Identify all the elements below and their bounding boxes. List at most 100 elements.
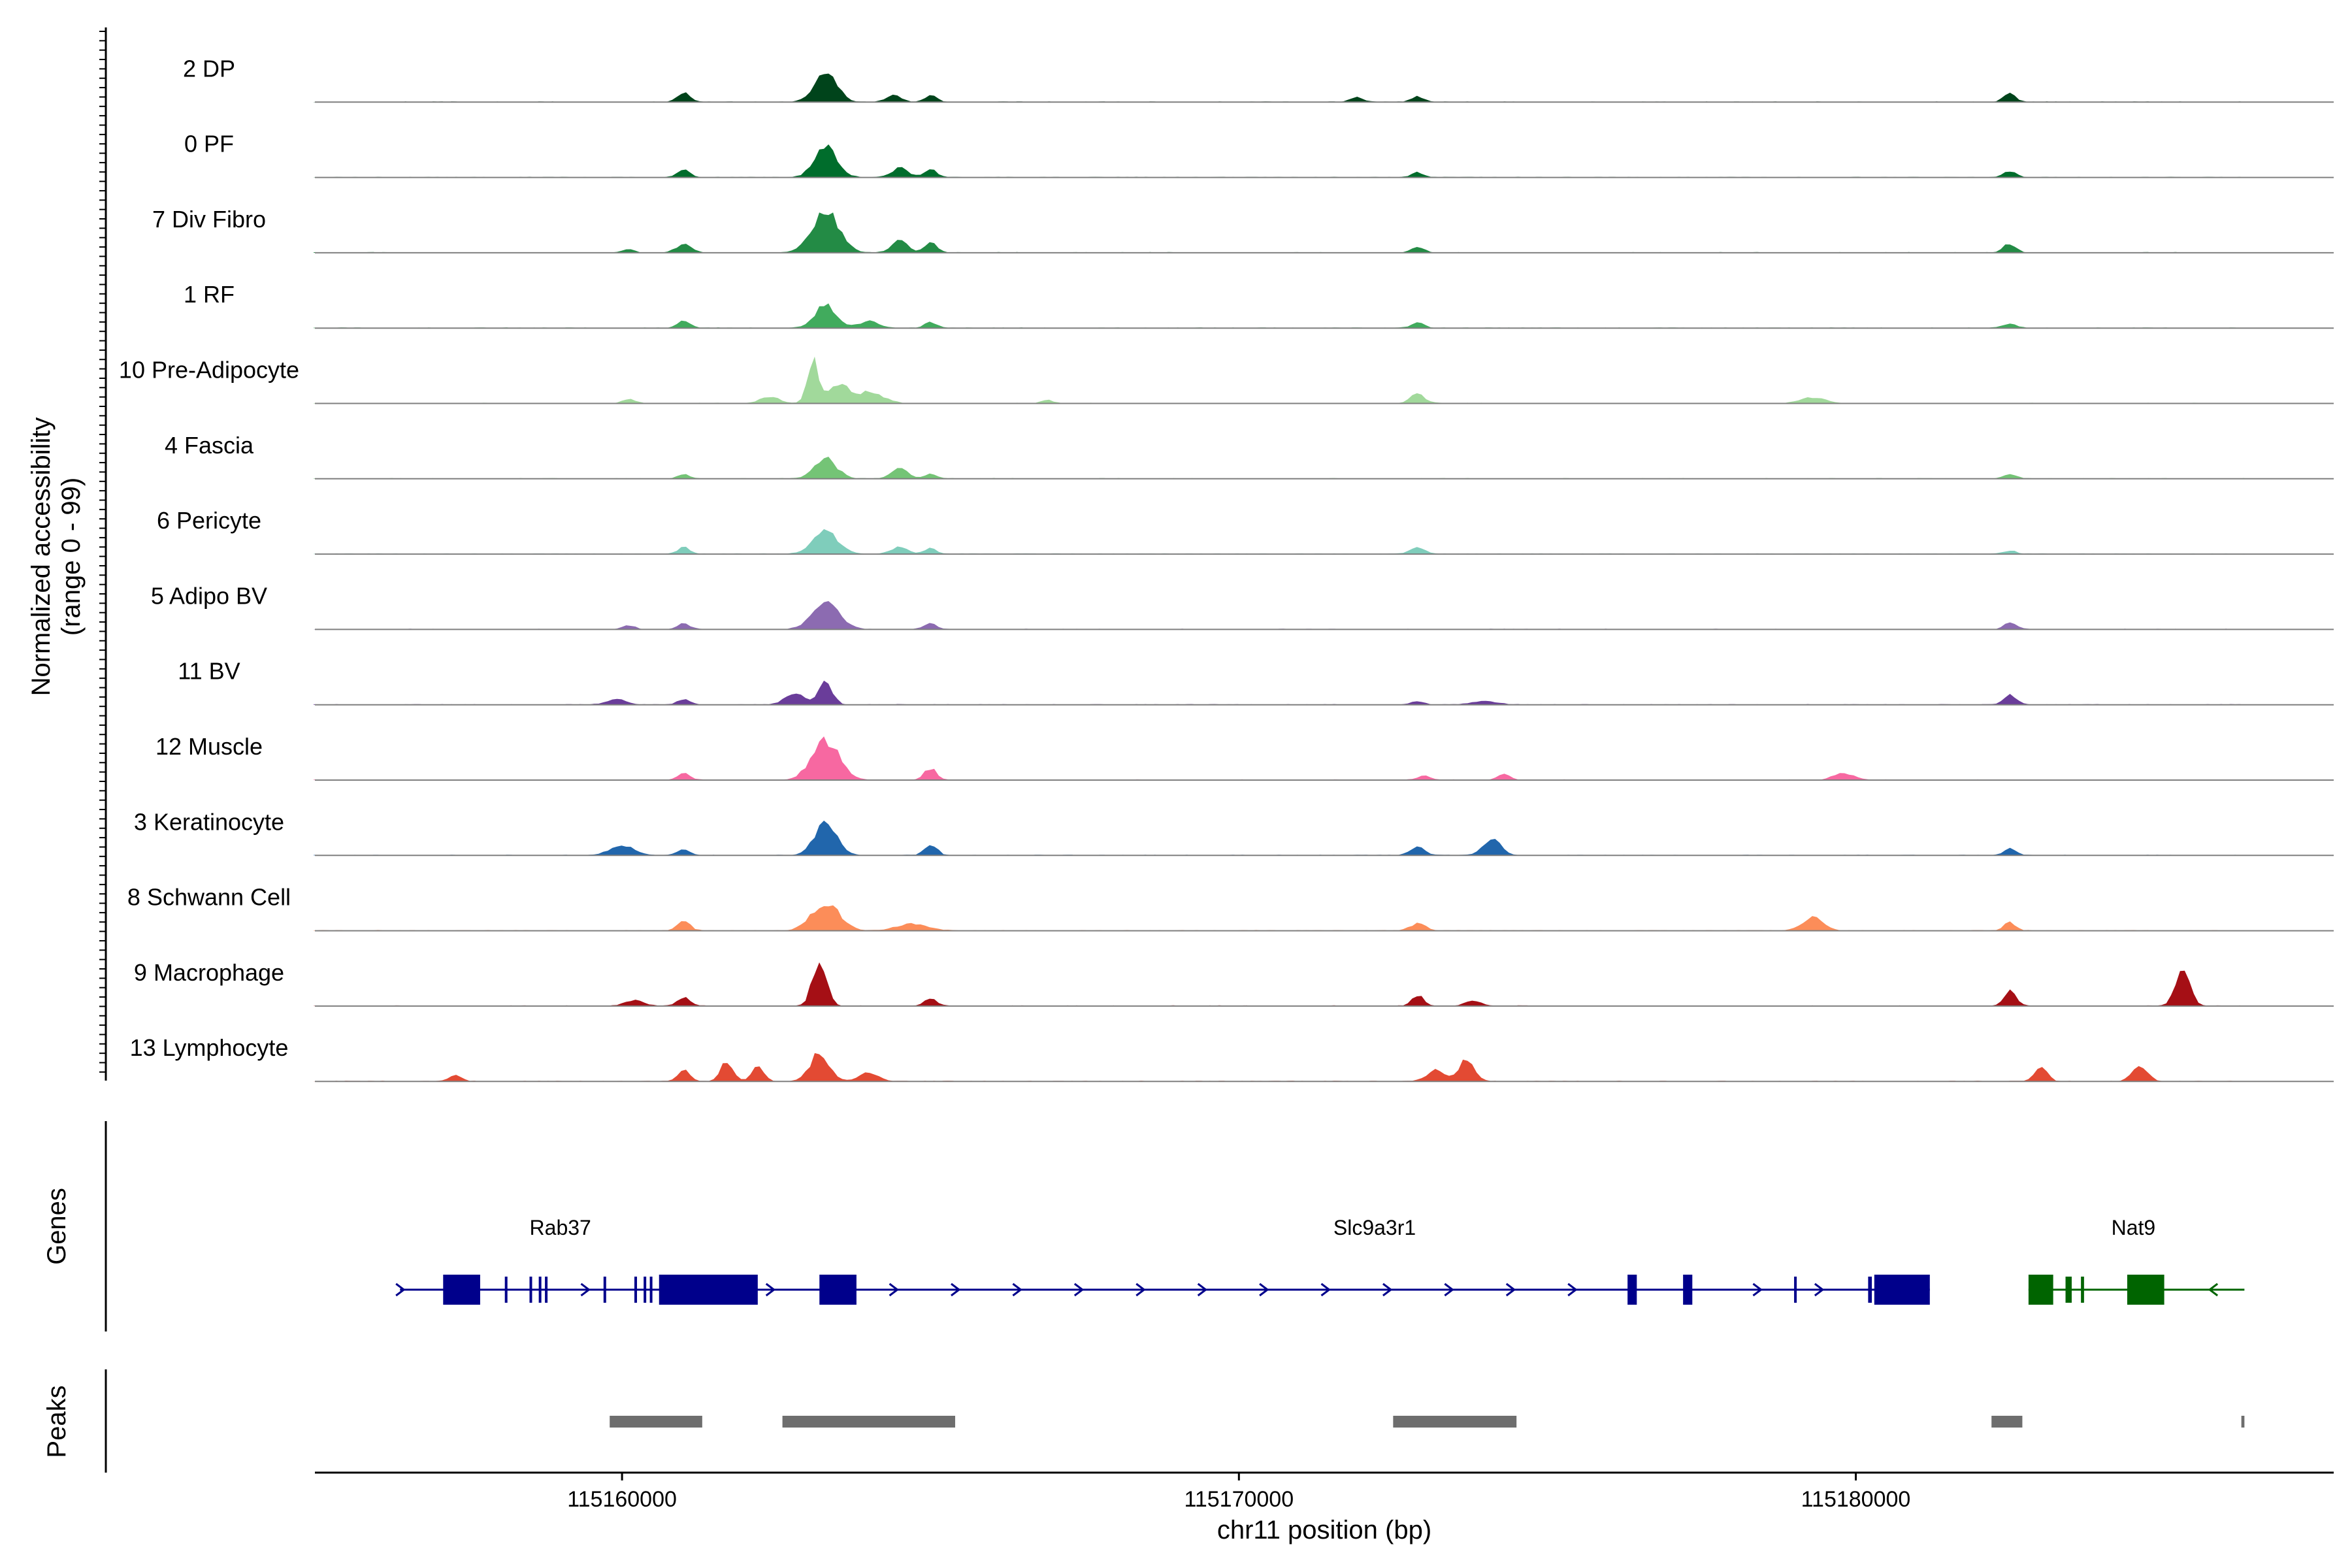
track-label: 2 DP [183,55,235,82]
coverage-area [314,821,2245,856]
track-2: 0 PF [184,131,2334,178]
track-label: 8 Schwann Cell [127,884,291,911]
strand-arrow [1012,1282,1022,1297]
strand-arrow [1135,1282,1146,1297]
track-12: 8 Schwann Cell [127,884,2334,932]
track-label: 12 Muscle [155,733,263,760]
strand-arrow [580,1282,591,1297]
gene-label: Nat9 [2112,1216,2156,1239]
gene-label: Slc9a3r1 [1333,1216,1416,1239]
track-label: 5 Adipo BV [151,582,267,609]
gene-exon [545,1277,548,1303]
strand-arrow [1567,1282,1578,1297]
track-label: 11 BV [178,658,240,685]
strand-arrow [889,1282,900,1297]
track-4: 1 RF [184,281,2334,329]
track-label: 3 Keratinocyte [134,808,284,835]
y-axis-title: Normalized accessibility [27,417,56,696]
track-label: 10 Pre-Adipocyte [119,357,299,384]
y-axis-range-label: (range 0 - 99) [57,478,86,636]
coverage-area [314,736,2245,780]
strand-arrow [1505,1282,1516,1297]
x-tick-label: 115160000 [567,1487,677,1512]
genes-axis-label: Genes [42,1188,71,1265]
peak-region [2241,1416,2245,1428]
gene-exon [1794,1277,1797,1303]
gene-exon [659,1275,758,1305]
track-7: 6 Pericyte [157,507,2334,555]
gene-exon [644,1277,647,1303]
gene-exon [529,1277,532,1303]
strand-arrow [1382,1282,1393,1297]
coverage-area [314,144,2245,178]
peaks-panel: Peaks [42,1369,2245,1473]
gene-label: Rab37 [530,1216,591,1239]
track-9: 11 BV [178,658,2334,706]
track-6: 4 Fascia [165,432,2334,480]
coverage-area [314,73,2245,103]
gene-exon [2081,1277,2084,1303]
peak-region [1393,1416,1517,1428]
track-label: 7 Div Fibro [152,206,266,233]
track-8: 5 Adipo BV [151,582,2334,630]
peak-region [610,1416,702,1428]
strand-arrow [1444,1282,1454,1297]
peak-region [1991,1416,2023,1428]
track-3: 7 Div Fibro [152,206,2334,253]
coverage-area [314,680,2245,705]
x-tick-label: 115170000 [1184,1487,1294,1512]
track-label: 0 PF [184,131,234,157]
track-5: 10 Pre-Adipocyte [119,357,2334,404]
coverage-area [314,1053,2245,1082]
x-axis: 115160000 115170000 115180000 [315,1471,2334,1512]
strand-arrow [951,1282,961,1297]
strand-arrow [1320,1282,1331,1297]
coverage-area [314,212,2245,253]
x-tick-label: 115180000 [1801,1487,1911,1512]
gene-exon [1868,1277,1872,1303]
gene-exon [1627,1275,1637,1305]
track-14: 13 Lymphocyte [130,1034,2334,1083]
gene-exon [2028,1275,2053,1305]
strand-arrow [765,1282,776,1297]
coverage-area [314,601,2245,630]
gene-exon [2127,1275,2164,1305]
strand-arrow [1752,1282,1763,1297]
gene-exon [1683,1275,1693,1305]
strand-arrow [1259,1282,1269,1297]
gene-exon [603,1277,606,1303]
strand-arrow [1197,1282,1208,1297]
coverage-area [314,529,2245,555]
gene-exon [2065,1277,2072,1303]
gene-exon [504,1277,508,1303]
genes-panel: Genes Rab37 Slc9a3r1 Nat9 [42,1121,2245,1331]
y-axis-coverage [99,27,107,1081]
gene-exon [443,1275,480,1305]
x-axis-title: chr11 position (bp) [1217,1516,1431,1544]
coverage-area [314,356,2245,404]
track-label: 1 RF [184,281,235,308]
track-1: 2 DP [183,55,2334,103]
track-label: 6 Pericyte [157,507,261,534]
coverage-area [314,905,2245,931]
gene-model [395,1275,1930,1305]
coverage-tracks: 2 DP 0 PF 7 Div Fibro 1 RF 10 Pre-Adipocyte 4… [119,55,2334,1083]
peak-region [782,1416,955,1428]
coverage-area [314,457,2245,479]
strand-arrow [2208,1282,2219,1297]
track-13: 9 Macrophage [134,959,2334,1007]
strand-arrow [1814,1282,1825,1297]
track-label: 13 Lymphocyte [130,1034,289,1061]
track-label: 4 Fascia [165,432,254,459]
peaks-axis-label: Peaks [42,1385,71,1458]
coverage-area [314,962,2245,1006]
strand-arrow [1073,1282,1085,1297]
strand-arrow [395,1282,406,1297]
gene-exon [649,1277,653,1303]
gene-exon [1874,1275,1930,1305]
gene-exon [634,1277,637,1303]
track-10: 12 Muscle [155,733,2334,781]
coverage-area [314,303,2245,329]
track-label: 9 Macrophage [134,959,284,986]
